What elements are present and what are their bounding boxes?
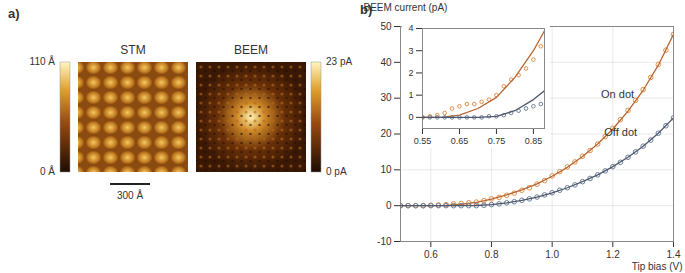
svg-text:0.65: 0.65 (451, 136, 469, 146)
svg-text:1.2: 1.2 (606, 249, 620, 260)
svg-text:30: 30 (380, 92, 392, 103)
svg-text:4: 4 (408, 23, 413, 33)
svg-text:Off dot: Off dot (604, 126, 637, 138)
svg-text:20: 20 (380, 128, 392, 139)
svg-text:0.8: 0.8 (485, 249, 499, 260)
svg-text:10: 10 (380, 164, 392, 175)
svg-text:0.85: 0.85 (525, 136, 543, 146)
svg-text:0.55: 0.55 (414, 136, 432, 146)
svg-text:23 pA: 23 pA (326, 56, 352, 67)
svg-text:0 Å: 0 Å (40, 165, 55, 177)
svg-text:1.0: 1.0 (545, 249, 559, 260)
svg-text:1: 1 (408, 90, 413, 100)
svg-text:Tip bias (V): Tip bias (V) (632, 261, 683, 272)
svg-text:a): a) (8, 6, 20, 21)
svg-text:BEEM: BEEM (234, 43, 268, 57)
svg-text:0.6: 0.6 (424, 249, 438, 260)
svg-text:110 Å: 110 Å (30, 55, 56, 67)
svg-text:1.4: 1.4 (667, 249, 681, 260)
svg-text:On dot: On dot (601, 88, 634, 100)
svg-text:2: 2 (408, 68, 413, 78)
svg-text:3: 3 (408, 46, 413, 56)
svg-text:BEEM current (pA): BEEM current (pA) (364, 2, 448, 13)
svg-text:50: 50 (380, 21, 392, 32)
svg-text:40: 40 (380, 57, 392, 68)
svg-text:-10: -10 (377, 236, 392, 247)
svg-text:0: 0 (408, 112, 413, 122)
svg-text:0 pA: 0 pA (326, 166, 347, 177)
svg-text:0: 0 (386, 200, 392, 211)
svg-text:300 Å: 300 Å (117, 189, 143, 201)
svg-text:STM: STM (120, 43, 145, 57)
svg-text:0.75: 0.75 (488, 136, 506, 146)
